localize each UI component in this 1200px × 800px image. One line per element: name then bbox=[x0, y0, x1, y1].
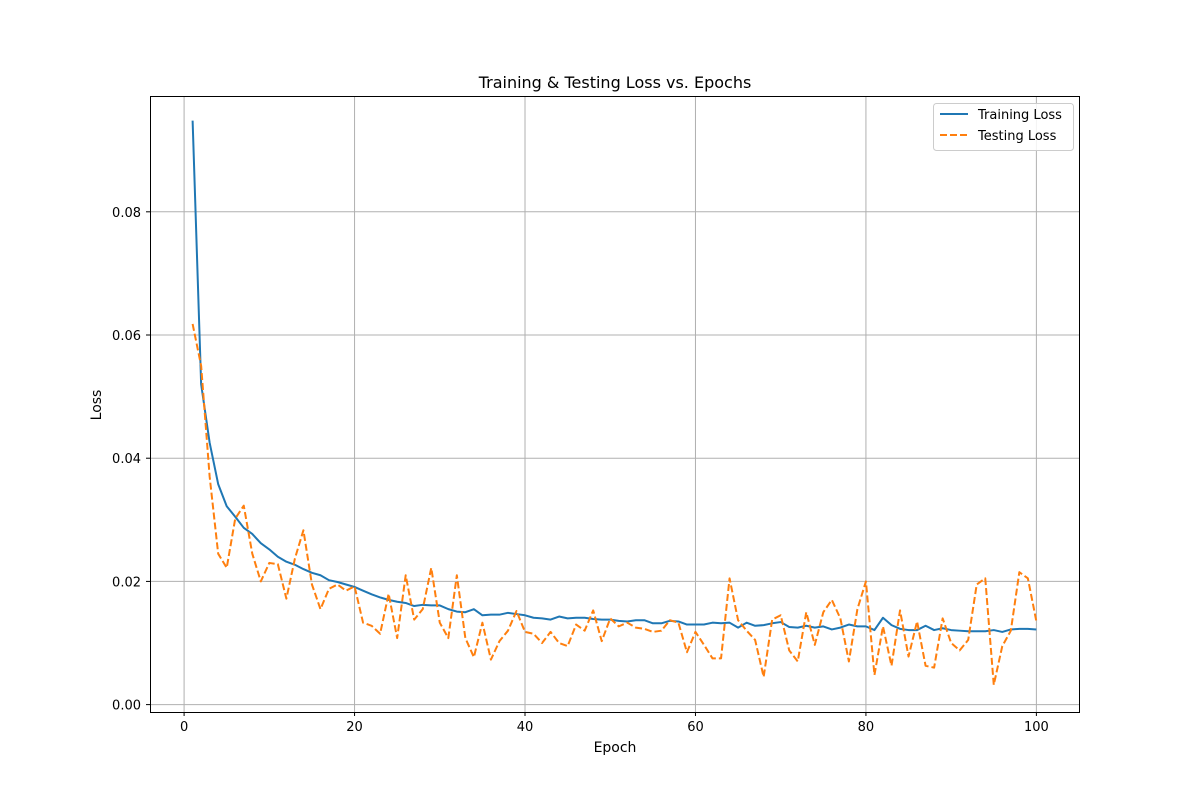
legend-box bbox=[933, 103, 1074, 151]
y-tick-label: 0.04 bbox=[112, 452, 141, 467]
y-tick-label: 0.06 bbox=[112, 329, 141, 344]
y-tick-label: 0.02 bbox=[112, 575, 141, 590]
x-tick-label: 0 bbox=[180, 720, 188, 735]
y-axis-title: Loss bbox=[89, 390, 105, 421]
legend-label-testing: Testing Loss bbox=[977, 129, 1057, 144]
y-tick-label: 0.08 bbox=[112, 206, 141, 221]
series-lines bbox=[191, 120, 1038, 686]
legend-label-training: Training Loss bbox=[977, 108, 1062, 123]
testing-loss-line bbox=[191, 323, 1038, 686]
y-tick-label: 0.00 bbox=[112, 699, 141, 714]
legend: Training Loss Testing Loss bbox=[933, 103, 1074, 151]
x-axis-title: Epoch bbox=[594, 740, 637, 756]
x-tick-label: 60 bbox=[687, 720, 704, 735]
grid-lines bbox=[150, 96, 1079, 712]
chart-title: Training & Testing Loss vs. Epochs bbox=[478, 73, 752, 92]
training-loss-line bbox=[191, 120, 1037, 633]
x-tick-label: 20 bbox=[346, 720, 363, 735]
axis-ticks: 0 20 40 60 80 100 0.00 0.02 0.04 0.06 0.08 bbox=[112, 206, 1049, 735]
x-tick-label: 100 bbox=[1024, 720, 1049, 735]
x-tick-label: 40 bbox=[517, 720, 534, 735]
x-tick-label: 80 bbox=[858, 720, 875, 735]
plot-frame bbox=[150, 96, 1080, 713]
